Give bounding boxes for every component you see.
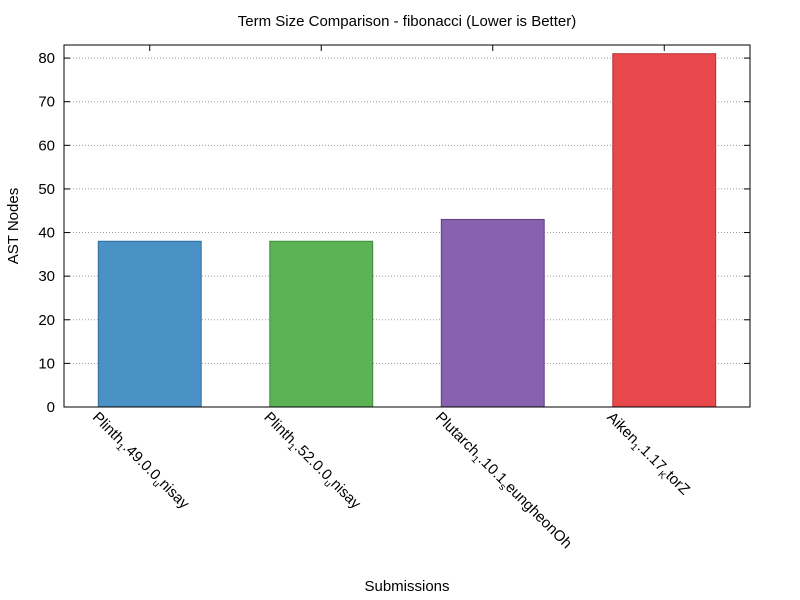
x-tick-label-part: s	[496, 482, 507, 493]
x-tick-label-part: eungheonOh	[502, 479, 575, 552]
bar-2	[269, 240, 374, 408]
x-tick-label: Plinth1.52.0.0unisay	[258, 409, 364, 515]
bars	[97, 53, 717, 408]
y-tick-label: 80	[38, 50, 55, 67]
x-tick-label-part: u	[150, 478, 162, 490]
chart-title: Term Size Comparison - fibonacci (Lower …	[238, 13, 576, 30]
y-tick-label: 20	[38, 312, 55, 329]
x-tick-label-part: Plutarch	[432, 409, 483, 460]
x-tick-label-part: u	[321, 478, 333, 490]
x-tick-label-part: nisay	[156, 476, 193, 513]
x-tick-label: Plinth1.49.0.0unisay	[87, 409, 193, 515]
y-axis-ticks: 0 10 20 30 40 50 60 70 80	[38, 50, 750, 416]
x-tick-label: Plutarch1.10.1seungheonOh	[430, 409, 575, 554]
y-axis-label: AST Nodes	[5, 188, 22, 264]
y-tick-label: 0	[47, 399, 55, 416]
bar-4	[612, 53, 717, 408]
bar-3	[440, 218, 545, 408]
x-tick-label: Aiken1.1.17KtorZ	[601, 409, 693, 501]
plot-frame	[63, 44, 751, 408]
y-tick-label: 70	[38, 94, 55, 111]
bar-1	[97, 240, 202, 408]
y-tick-label: 40	[38, 225, 55, 242]
y-tick-label: 30	[38, 268, 55, 285]
x-axis-label: Submissions	[364, 578, 449, 595]
y-tick-label: 60	[38, 137, 55, 154]
y-tick-label: 10	[38, 355, 55, 372]
y-tick-label: 50	[38, 181, 55, 198]
x-tick-label-part: nisay	[327, 476, 364, 513]
